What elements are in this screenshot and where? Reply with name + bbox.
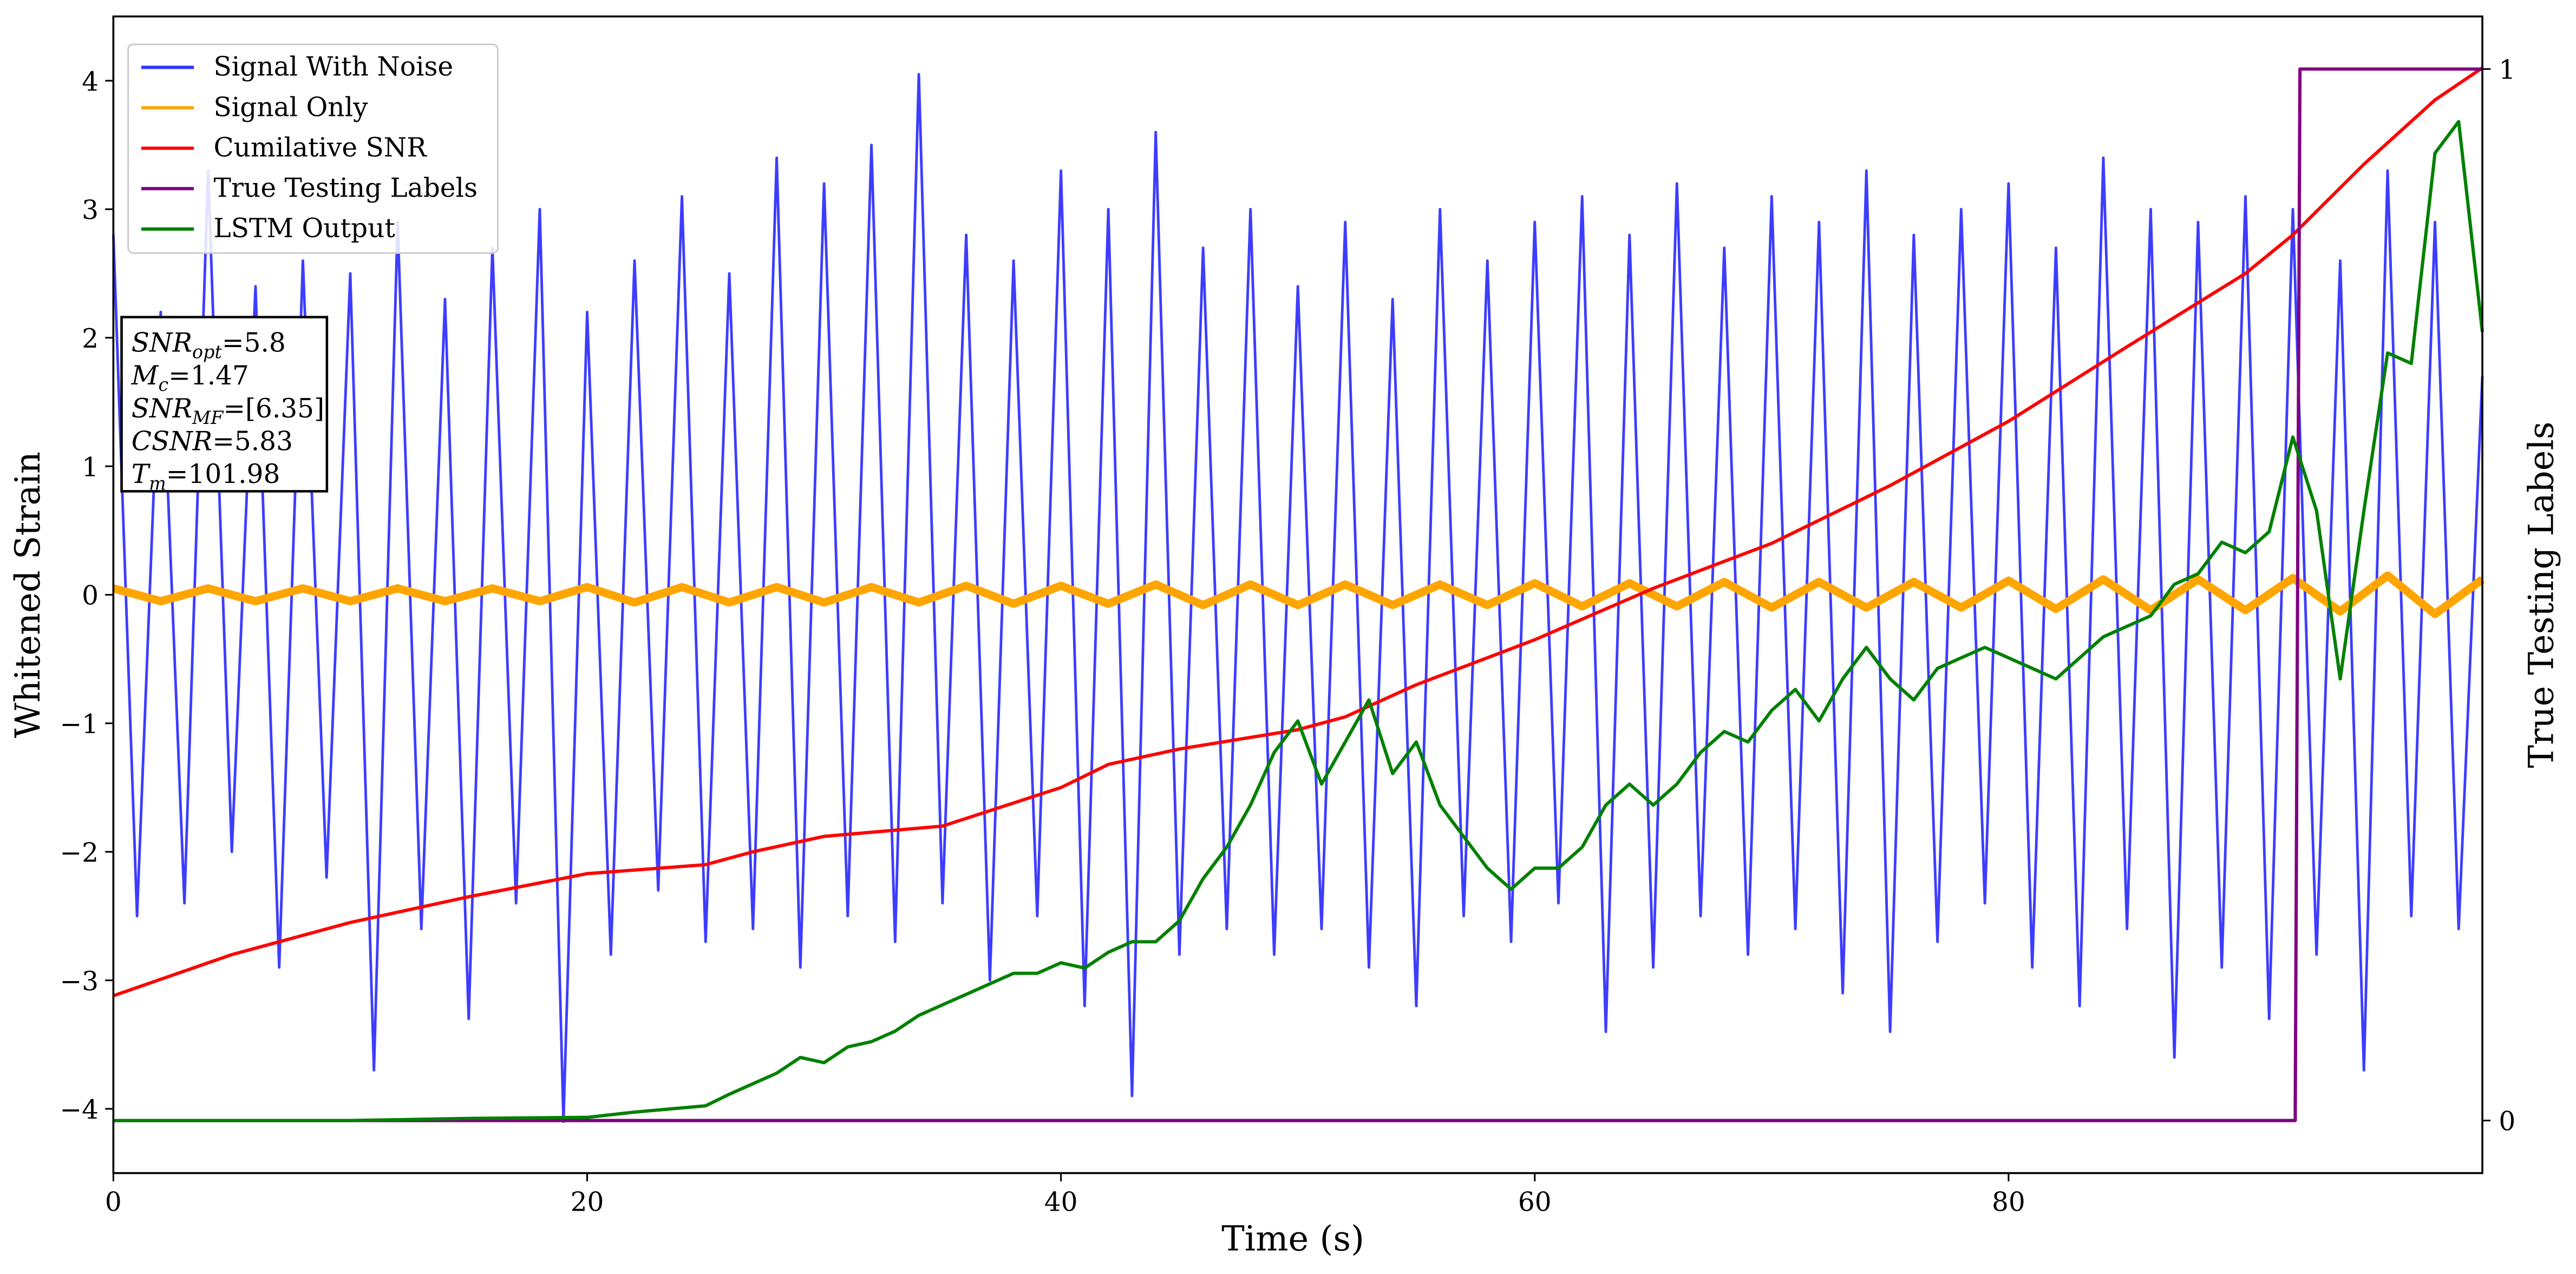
y2-axis-label: True Testing Labels bbox=[2522, 422, 2562, 768]
x-tick-label: 40 bbox=[1044, 1187, 1078, 1217]
annotation-value: =1.47 bbox=[168, 361, 249, 391]
y-tick-label: −2 bbox=[60, 838, 99, 868]
annotation-subscript: MF bbox=[192, 407, 224, 428]
annotation-line: Mc=1.47 bbox=[131, 361, 249, 395]
annotation-line: SNRMF=[6.35] bbox=[132, 394, 324, 428]
x-tick-label: 20 bbox=[571, 1187, 604, 1217]
annotation-value: =5.8 bbox=[222, 328, 286, 358]
x-tick-label: 80 bbox=[1992, 1187, 2025, 1217]
annotation-symbol: CSNR bbox=[132, 426, 212, 456]
annotation-subscript: opt bbox=[192, 342, 222, 363]
y-tick-label: −4 bbox=[60, 1095, 99, 1125]
legend-label: Signal With Noise bbox=[213, 52, 453, 82]
y-tick-label: −1 bbox=[60, 709, 99, 740]
y-tick-label: 3 bbox=[82, 195, 99, 226]
annotation-subscript: c bbox=[158, 374, 168, 395]
annotation-value: =101.98 bbox=[166, 459, 280, 489]
annotation-symbol: T bbox=[132, 459, 151, 489]
annotation-value: =[6.35] bbox=[223, 394, 324, 424]
y-tick-label: −3 bbox=[60, 966, 99, 997]
y2-tick-label: 1 bbox=[2499, 55, 2515, 86]
annotation-subscript: m bbox=[149, 473, 166, 494]
y-tick-label: 4 bbox=[82, 67, 99, 97]
series-line bbox=[112, 73, 2484, 1123]
x-tick-label: 0 bbox=[105, 1187, 122, 1217]
annotation-line: CSNR=5.83 bbox=[132, 426, 293, 456]
annotation-line: Tm=101.98 bbox=[132, 459, 280, 494]
legend-label: True Testing Labels bbox=[213, 173, 478, 204]
legend-label: LSTM Output bbox=[213, 213, 395, 244]
annotation-line: SNRopt=5.8 bbox=[132, 328, 286, 362]
y-tick-label: 0 bbox=[82, 581, 99, 611]
series-line bbox=[113, 120, 2485, 1122]
plot-area bbox=[112, 66, 2485, 1123]
series-line bbox=[113, 66, 2483, 997]
legend-label: Signal Only bbox=[213, 92, 368, 122]
x-axis-label: Time (s) bbox=[1221, 1219, 1364, 1259]
y-tick-label: 1 bbox=[82, 452, 99, 482]
annotation-box bbox=[120, 316, 329, 493]
annotation-symbol: SNR bbox=[132, 328, 192, 358]
series-line bbox=[112, 571, 2485, 618]
series-line bbox=[113, 67, 2483, 1122]
annotation-symbol: SNR bbox=[132, 394, 192, 424]
y2-tick-label: 0 bbox=[2499, 1107, 2515, 1137]
legend-box bbox=[127, 43, 499, 254]
y-axis-label: Whitened Strain bbox=[8, 452, 48, 738]
annotation-value: =5.83 bbox=[212, 426, 293, 456]
legend-label: Cumilative SNR bbox=[213, 133, 427, 163]
y-tick-label: 2 bbox=[82, 324, 99, 354]
annotation-symbol: M bbox=[131, 361, 159, 391]
x-tick-label: 60 bbox=[1518, 1187, 1552, 1217]
